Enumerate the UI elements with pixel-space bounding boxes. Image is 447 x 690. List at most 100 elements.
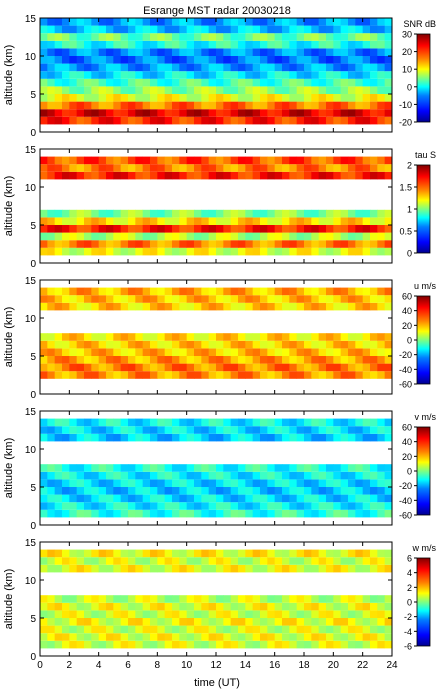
heatmap-cell	[245, 18, 254, 26]
heatmap-cell	[318, 25, 327, 34]
heatmap-cell	[76, 63, 85, 72]
heatmap-cell	[289, 494, 298, 503]
heatmap-cell	[318, 479, 327, 487]
heatmap-cell	[355, 101, 364, 110]
heatmap-cell	[194, 610, 202, 618]
heatmap-cell	[54, 433, 63, 442]
heatmap-cell	[208, 356, 217, 364]
heatmap-cell	[208, 426, 217, 434]
colorbar-tick-label: 0.5	[399, 227, 412, 237]
heatmap-cell	[150, 71, 158, 79]
heatmap-cell	[157, 494, 166, 503]
heatmap-cell	[282, 333, 290, 341]
heatmap-cell	[164, 94, 173, 102]
heatmap-cell	[282, 502, 290, 510]
heatmap-cell	[142, 564, 151, 573]
heatmap-cell	[150, 494, 158, 503]
heatmap-cell	[267, 232, 276, 241]
heatmap-cell	[142, 479, 151, 487]
heatmap-cell	[69, 33, 78, 41]
colorbar-tick-label: -60	[399, 380, 412, 390]
heatmap-cell	[201, 340, 210, 349]
heatmap-cell	[267, 209, 276, 218]
heatmap-cell	[348, 86, 356, 94]
heatmap-cell	[384, 240, 393, 248]
heatmap-cell	[98, 479, 107, 487]
heatmap-cell	[69, 618, 78, 626]
heatmap-cell	[230, 287, 239, 296]
heatmap-cell	[128, 295, 136, 303]
heatmap-cell	[355, 217, 364, 225]
heatmap-cell	[377, 287, 386, 296]
heatmap-cell	[194, 340, 202, 349]
heatmap-cell	[252, 86, 261, 94]
heatmap-cell	[333, 164, 342, 172]
heatmap-cell	[223, 625, 232, 634]
heatmap-cell	[260, 418, 268, 427]
heatmap-cell	[135, 640, 144, 649]
heatmap-cell	[289, 564, 298, 573]
heatmap-cell	[311, 549, 320, 558]
heatmap-cell	[194, 240, 202, 248]
heatmap-cell	[245, 287, 254, 296]
heatmap-cell	[377, 63, 386, 72]
heatmap-cell	[186, 418, 195, 427]
heatmap-cell	[172, 78, 180, 87]
heatmap-cell	[216, 640, 224, 649]
heatmap-cell	[362, 40, 371, 49]
heatmap-cell	[282, 78, 290, 87]
heatmap-cell	[62, 340, 70, 349]
heatmap-cell	[370, 56, 378, 64]
colorbar-tick-label: -40	[399, 496, 412, 506]
heatmap-cell	[296, 71, 305, 79]
heatmap-cell	[172, 371, 180, 379]
heatmap-cell	[333, 557, 342, 565]
heatmap-cell	[377, 633, 386, 641]
heatmap-cell	[304, 418, 312, 427]
heatmap-cell	[230, 33, 239, 41]
heatmap-cell	[370, 502, 378, 510]
heatmap-cell	[150, 371, 158, 379]
heatmap-cell	[384, 333, 393, 341]
heatmap-cell	[282, 18, 290, 26]
heatmap-cell	[128, 33, 136, 41]
heatmap-cell	[62, 116, 70, 125]
heatmap-cell	[208, 418, 217, 427]
heatmap-cell	[69, 240, 78, 248]
heatmap-cell	[326, 471, 334, 480]
heatmap-cell	[69, 287, 78, 296]
heatmap-cell	[179, 371, 188, 379]
heatmap-cell	[128, 595, 136, 603]
heatmap-cell	[62, 333, 70, 341]
heatmap-cell	[84, 171, 92, 180]
heatmap-cell	[194, 78, 202, 87]
heatmap-cell	[304, 549, 312, 558]
heatmap-cell	[245, 595, 254, 603]
heatmap-cell	[370, 471, 378, 480]
heatmap-cell	[326, 18, 334, 26]
heatmap-cell	[355, 209, 364, 218]
heatmap-cell	[208, 302, 217, 311]
heatmap-cell	[172, 340, 180, 349]
heatmap-cell	[179, 356, 188, 364]
heatmap-cell	[113, 209, 122, 218]
heatmap-cell	[106, 348, 114, 356]
heatmap-cell	[194, 287, 202, 296]
heatmap-cell	[370, 287, 378, 296]
heatmap-cell	[91, 464, 100, 472]
heatmap-cell	[128, 471, 136, 480]
x-tick-label: 20	[328, 660, 340, 671]
heatmap-cell	[245, 171, 254, 180]
heatmap-cell	[98, 25, 107, 34]
heatmap-cell	[282, 340, 290, 349]
heatmap-cell	[194, 464, 202, 472]
heatmap-cell	[348, 225, 356, 233]
heatmap-cell	[260, 618, 268, 626]
heatmap-cell	[113, 502, 122, 510]
heatmap-cell	[120, 549, 129, 558]
heatmap-cell	[304, 348, 312, 356]
heatmap-cell	[113, 240, 122, 248]
heatmap-cell	[216, 509, 224, 518]
heatmap-cell	[150, 363, 158, 372]
heatmap-cell	[348, 71, 356, 79]
